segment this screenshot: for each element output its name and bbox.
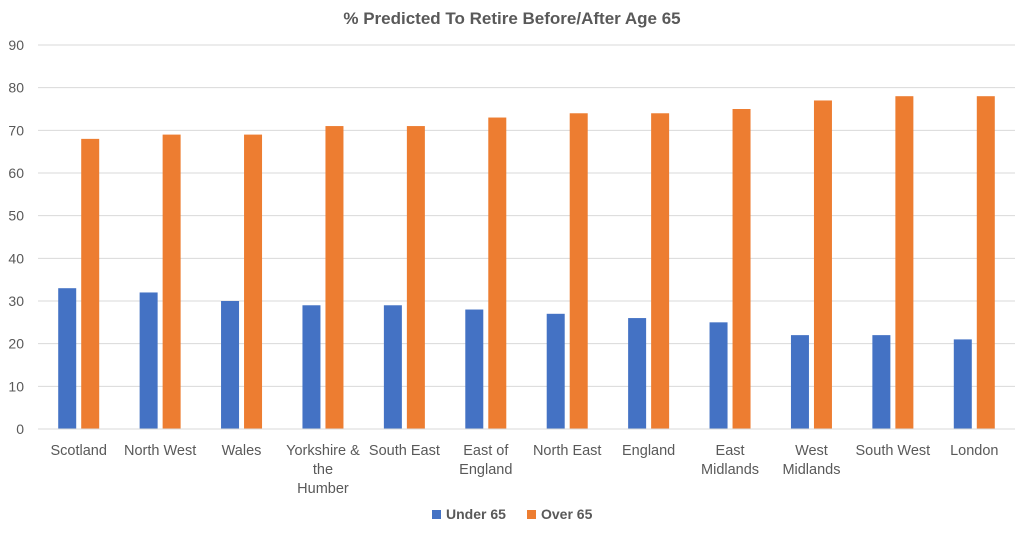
y-tick-label: 10 — [8, 378, 24, 394]
legend-swatch — [527, 510, 536, 519]
bar-under-65 — [221, 301, 240, 429]
x-category-label-line: Wales — [222, 443, 262, 459]
bar-over-65 — [325, 126, 344, 430]
x-category-label-line: London — [950, 443, 998, 459]
x-category-label: North West — [124, 443, 196, 459]
bar-over-65 — [895, 96, 914, 429]
bar-under-65 — [546, 313, 565, 429]
bar-over-65 — [81, 138, 100, 429]
x-axis-categories: Scotland North West Wales Yorkshire & the Hum… — [50, 443, 998, 497]
bar-over-65 — [162, 134, 181, 429]
x-category-label-line: West — [795, 443, 828, 459]
bar-under-65 — [790, 335, 809, 429]
legend-swatch — [432, 510, 441, 519]
x-category-label: East of England — [459, 443, 512, 478]
y-tick-label: 30 — [8, 293, 24, 309]
x-category-label-line: England — [622, 443, 675, 459]
x-category-label-line: Scotland — [50, 443, 106, 459]
bar-over-65 — [976, 96, 995, 429]
y-axis-ticks: 0 10 20 30 40 50 60 70 80 90 — [8, 37, 24, 437]
x-category-label-line: Humber — [297, 481, 349, 497]
x-category-label: West Midlands — [782, 443, 840, 478]
y-tick-label: 80 — [8, 80, 24, 96]
bar-under-65 — [58, 288, 77, 429]
bar-under-65 — [872, 335, 891, 429]
x-category-label: South West — [856, 443, 931, 459]
x-category-label-line: East of — [463, 443, 509, 459]
x-category-label: North East — [533, 443, 602, 459]
x-category-label-line: East — [716, 443, 745, 459]
grid-lines — [38, 44, 1015, 387]
bar-under-65 — [139, 292, 158, 429]
y-tick-label: 40 — [8, 250, 24, 266]
bar-under-65 — [628, 318, 647, 429]
legend-label: Over 65 — [541, 506, 593, 522]
bar-over-65 — [651, 113, 670, 430]
bar-under-65 — [302, 305, 321, 429]
bar-over-65 — [488, 117, 507, 430]
bar-under-65 — [383, 305, 402, 429]
x-category-label: London — [950, 443, 998, 459]
bar-over-65 — [569, 113, 588, 430]
x-category-label-line: Midlands — [701, 462, 759, 478]
x-category-label: East Midlands — [701, 443, 759, 478]
x-category-label-line: South East — [369, 443, 440, 459]
x-category-label-line: Midlands — [782, 462, 840, 478]
y-tick-label: 60 — [8, 165, 24, 181]
x-category-label-line: North West — [124, 443, 196, 459]
x-category-label: Scotland — [50, 443, 106, 459]
bar-over-65 — [813, 100, 832, 429]
x-category-label: England — [622, 443, 675, 459]
x-category-label-line: the — [313, 462, 333, 478]
bar-over-65 — [732, 109, 751, 429]
x-category-label-line: South West — [856, 443, 931, 459]
x-category-label-line: England — [459, 462, 512, 478]
bars — [58, 96, 995, 430]
x-category-label: Yorkshire & the Humber — [286, 443, 360, 497]
y-tick-label: 0 — [16, 421, 24, 437]
chart-title: % Predicted To Retire Before/After Age 6… — [343, 9, 680, 28]
y-tick-label: 90 — [8, 37, 24, 53]
bar-under-65 — [953, 339, 972, 429]
bar-under-65 — [465, 309, 484, 429]
bar-over-65 — [244, 134, 263, 429]
legend-label: Under 65 — [446, 506, 506, 522]
y-tick-label: 50 — [8, 208, 24, 224]
bar-over-65 — [406, 126, 425, 430]
x-category-label: Wales — [222, 443, 262, 459]
y-tick-label: 20 — [8, 336, 24, 352]
x-category-label-line: Yorkshire & — [286, 443, 360, 459]
x-category-label: South East — [369, 443, 440, 459]
bar-under-65 — [709, 322, 728, 429]
x-category-label-line: North East — [533, 443, 602, 459]
legend: Under 65 Over 65 — [432, 506, 593, 522]
y-tick-label: 70 — [8, 122, 24, 138]
